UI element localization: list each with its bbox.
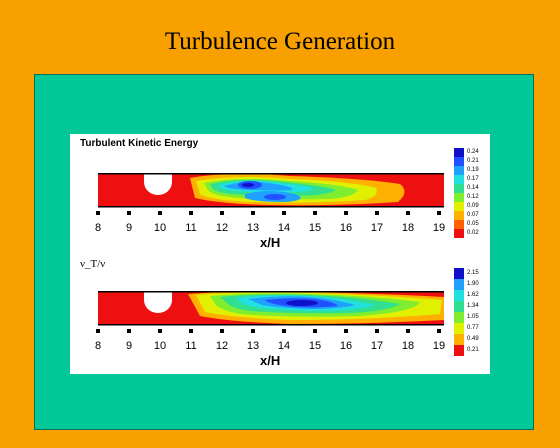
eddy-viscosity-tick-label: 14 bbox=[277, 340, 291, 352]
tke-tick-label: 13 bbox=[246, 222, 260, 234]
eddy-viscosity-legend-label: 2.15 bbox=[467, 270, 479, 276]
tke-legend-label: 0.19 bbox=[467, 167, 479, 173]
eddy-viscosity-tick-label: 13 bbox=[246, 340, 260, 352]
eddy-viscosity-legend-label: 0.49 bbox=[467, 336, 479, 342]
tke-plot-title: Turbulent Kinetic Energy bbox=[80, 138, 199, 149]
eddy-viscosity-legend-label: 0.21 bbox=[467, 347, 479, 353]
eddy-viscosity-tick-label: 12 bbox=[215, 340, 229, 352]
tke-legend-label: 0.21 bbox=[467, 158, 479, 164]
eddy-viscosity-legend-label: 0.77 bbox=[467, 325, 479, 331]
slide-title: Turbulence Generation bbox=[164, 28, 396, 55]
eddy-viscosity-tick-label: 19 bbox=[432, 340, 446, 352]
tke-tick-label: 16 bbox=[339, 222, 353, 234]
eddy-viscosity-tick-marks bbox=[96, 329, 441, 333]
eddy-viscosity-tick-label: 10 bbox=[153, 340, 167, 352]
tke-legend-label: 0.07 bbox=[467, 212, 479, 218]
tke-tick-label: 12 bbox=[215, 222, 229, 234]
eddy-viscosity-tick-label: 8 bbox=[94, 340, 102, 352]
eddy-viscosity-contour-plot bbox=[98, 291, 444, 326]
tke-tick-label: 19 bbox=[432, 222, 446, 234]
eddy-viscosity-legend-label: 1.05 bbox=[467, 314, 479, 320]
eddy-viscosity-plot-title: ν_T/ν bbox=[80, 258, 106, 270]
tke-legend-label: 0.02 bbox=[467, 230, 479, 236]
tke-tick-label: 10 bbox=[153, 222, 167, 234]
tke-legend-label: 0.14 bbox=[467, 185, 479, 191]
tke-contour-plot bbox=[98, 173, 444, 208]
tke-legend-label: 0.24 bbox=[467, 149, 479, 155]
eddy-viscosity-legend-label: 1.34 bbox=[467, 303, 479, 309]
tke-tick-label: 14 bbox=[277, 222, 291, 234]
tke-x-axis-label: x/H bbox=[260, 235, 281, 250]
eddy-viscosity-tick-label: 16 bbox=[339, 340, 353, 352]
contour-plots-svg bbox=[96, 148, 464, 356]
tke-tick-label: 17 bbox=[370, 222, 384, 234]
tke-legend-label: 0.09 bbox=[467, 203, 479, 209]
contour-figure: Turbulent Kinetic Energy 0.24 0.21 0.19 … bbox=[70, 134, 490, 374]
eddy-viscosity-tick-label: 17 bbox=[370, 340, 384, 352]
eddy-viscosity-tick-label: 15 bbox=[308, 340, 322, 352]
tke-tick-marks bbox=[96, 211, 441, 215]
eddy-viscosity-legend-label: 1.90 bbox=[467, 281, 479, 287]
eddy-viscosity-tick-label: 11 bbox=[185, 340, 197, 352]
tke-tick-label: 18 bbox=[401, 222, 415, 234]
tke-tick-label: 15 bbox=[308, 222, 322, 234]
tke-legend-label: 0.05 bbox=[467, 221, 479, 227]
tke-tick-label: 9 bbox=[125, 222, 133, 234]
tke-legend-label: 0.17 bbox=[467, 176, 479, 182]
tke-legend-label: 0.12 bbox=[467, 194, 479, 200]
eddy-viscosity-legend-label: 1.62 bbox=[467, 292, 479, 298]
tke-tick-label: 11 bbox=[185, 222, 197, 234]
tke-color-legend bbox=[454, 148, 464, 238]
eddy-viscosity-tick-label: 9 bbox=[125, 340, 133, 352]
eddy-viscosity-color-legend bbox=[454, 268, 464, 356]
eddy-viscosity-tick-label: 18 bbox=[401, 340, 415, 352]
eddy-viscosity-x-axis-label: x/H bbox=[260, 353, 281, 368]
tke-tick-label: 8 bbox=[94, 222, 102, 234]
